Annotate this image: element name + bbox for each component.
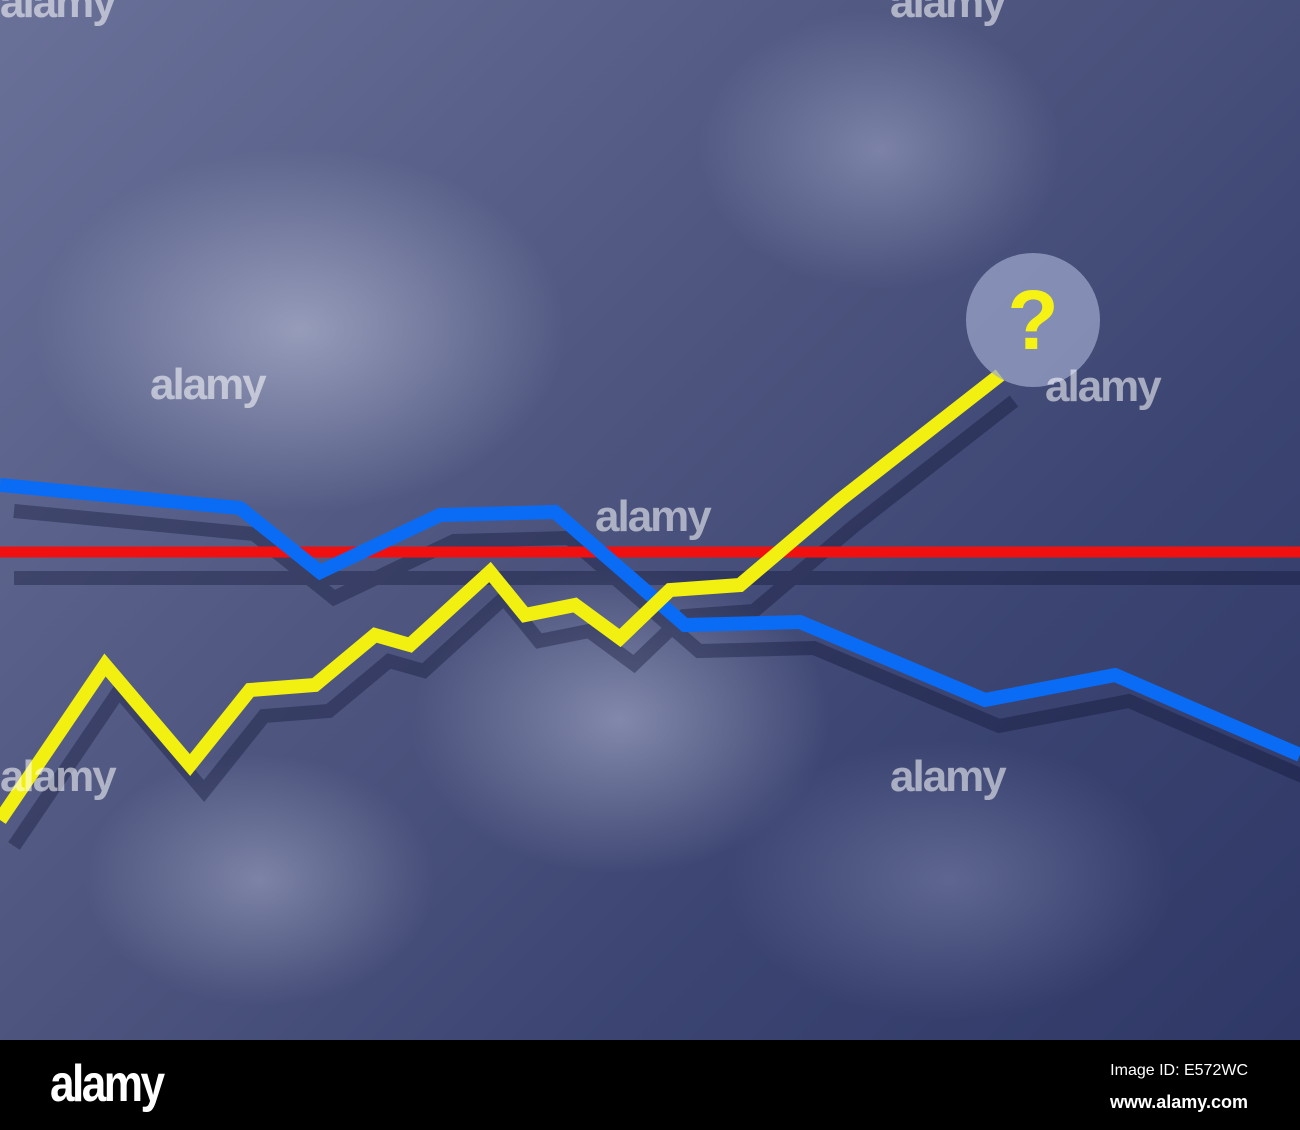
watermark: alamy xyxy=(0,0,117,27)
website-link[interactable]: www.alamy.com xyxy=(1109,1092,1248,1112)
crumpled-newspaper-photo: ? alamy alamy alamy alamy alamy alamy al… xyxy=(0,0,1300,1040)
image-id: Image ID: E572WC xyxy=(1110,1062,1248,1079)
watermark: alamy xyxy=(890,0,1007,27)
watermark: alamy xyxy=(890,752,1007,801)
watermark: alamy xyxy=(1045,362,1162,411)
question-mark-bubble: ? xyxy=(966,253,1100,387)
blue-falling-line xyxy=(0,478,1300,762)
chart-lines-overlay xyxy=(0,369,1300,850)
watermark: alamy xyxy=(595,492,712,541)
question-mark: ? xyxy=(1007,272,1059,367)
yellow-rising-line xyxy=(0,369,1005,824)
blue-line-shadow xyxy=(13,504,1300,783)
yellow-line-shadow xyxy=(8,395,1019,850)
watermark: alamy xyxy=(0,752,117,801)
watermark: alamy xyxy=(150,360,267,409)
footer-bar: alamy Image ID: E572WC www.alamy.com xyxy=(0,1040,1300,1130)
alamy-logo: alamy xyxy=(50,1055,165,1113)
